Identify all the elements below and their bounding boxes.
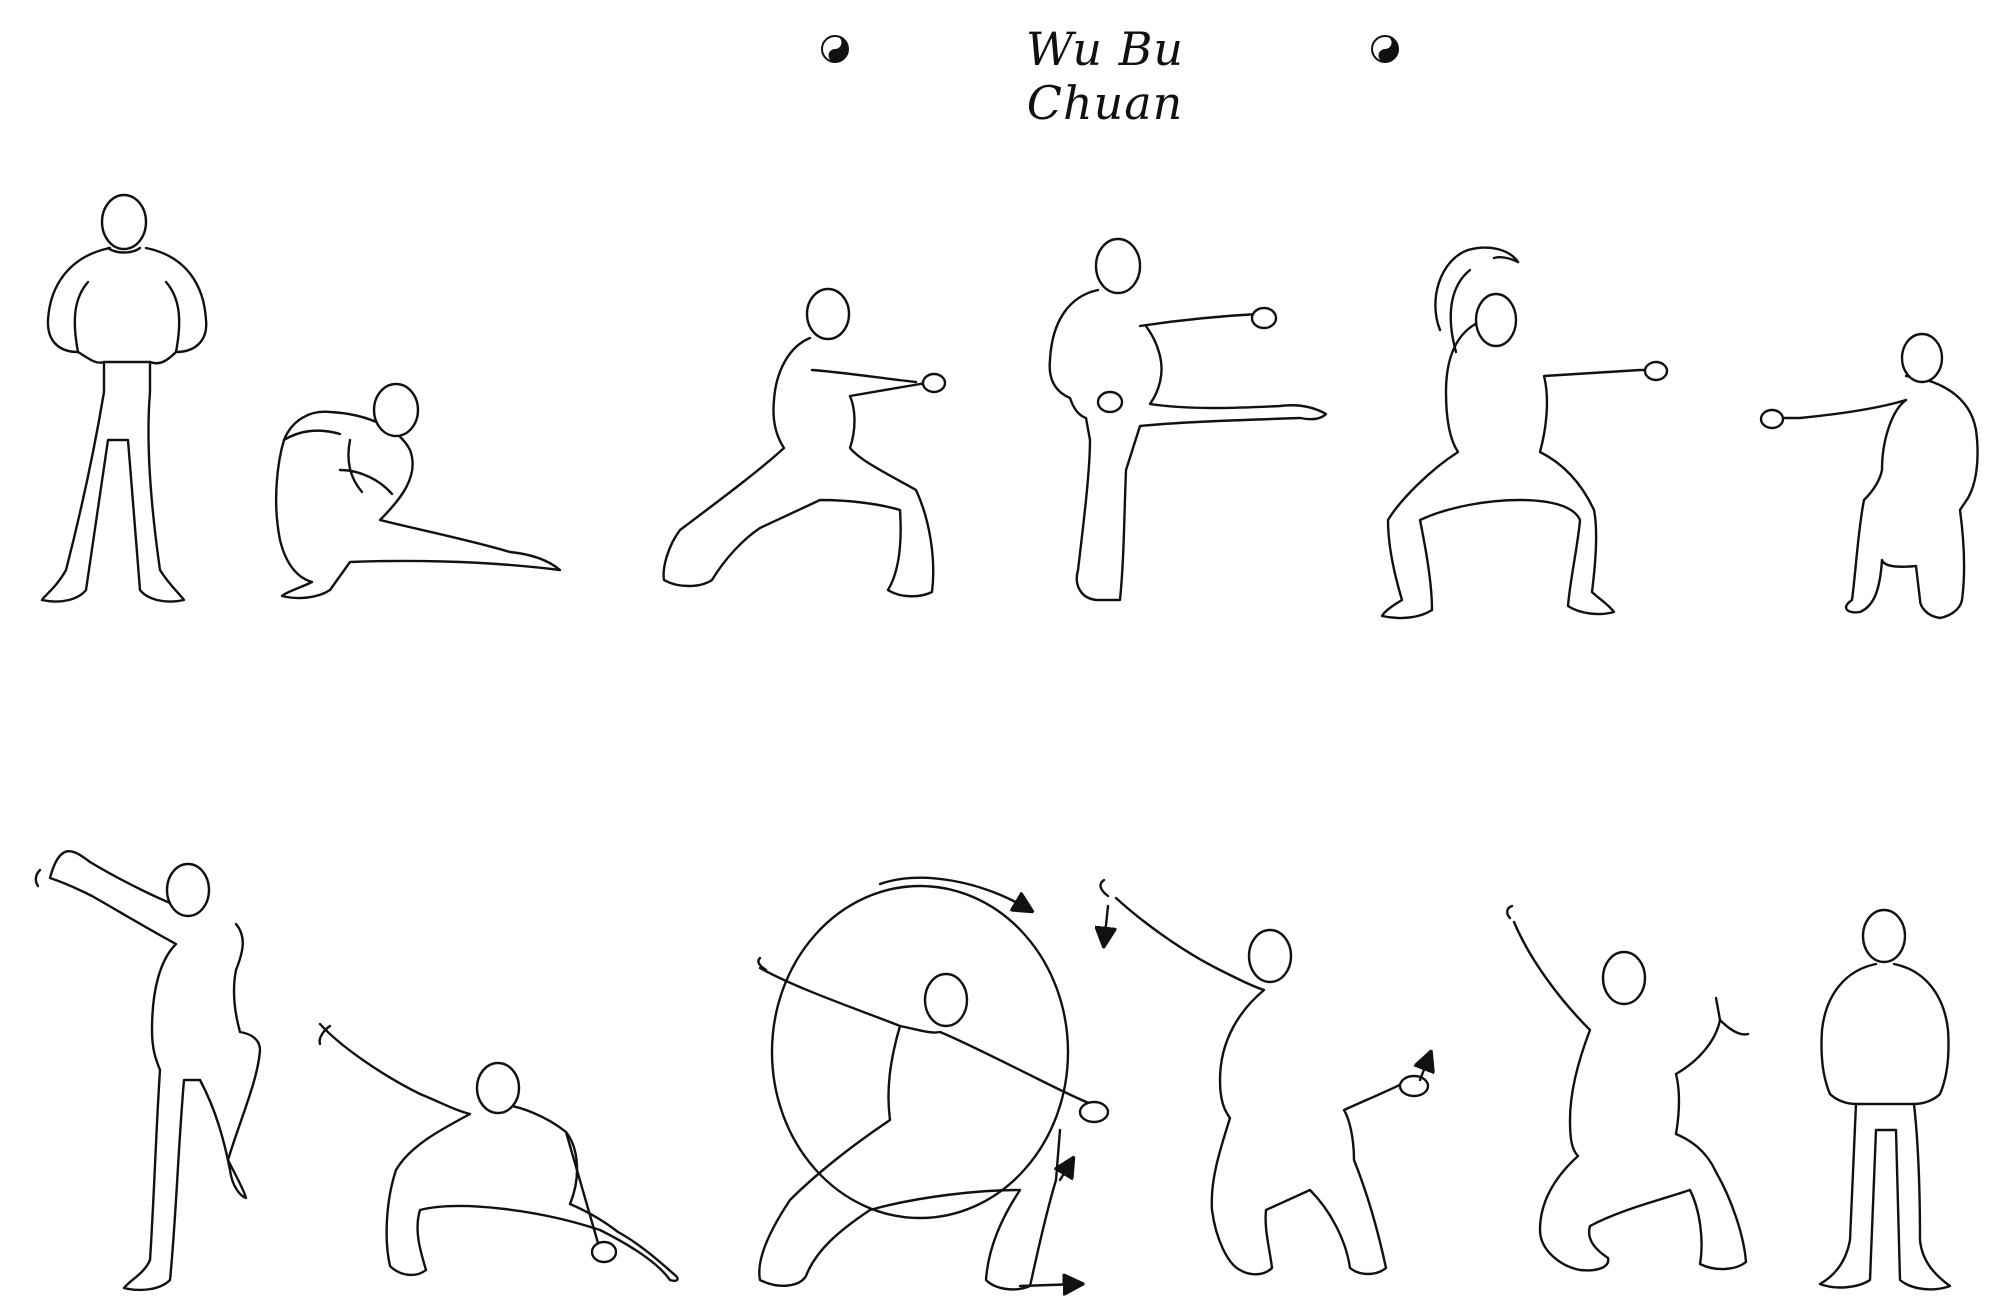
- yin-yang-icon: [821, 35, 849, 63]
- figure-low-crouch-extend: [318, 1022, 679, 1282]
- page-title: Wu Bu Chuan: [1025, 22, 1185, 130]
- figure-closing-stance: [1818, 908, 1952, 1291]
- figure-horse-stance-block-punch: [1380, 246, 1669, 620]
- figure-one-leg-raised-arm: [34, 850, 262, 1292]
- figure-kneeling-punch: [1759, 332, 1979, 620]
- figure-circle-sweep-bow-stance: [757, 876, 1110, 1290]
- figure-front-kick-punch: [1048, 237, 1328, 602]
- figure-twist-stance-reach: [1101, 878, 1430, 1276]
- figure-crouch-step: [274, 382, 562, 600]
- yin-yang-icon: [1371, 35, 1399, 63]
- figure-standing-ready: [40, 193, 208, 603]
- figure-hook-crouch: [1506, 904, 1750, 1272]
- figure-bow-stance-punch: [662, 287, 947, 598]
